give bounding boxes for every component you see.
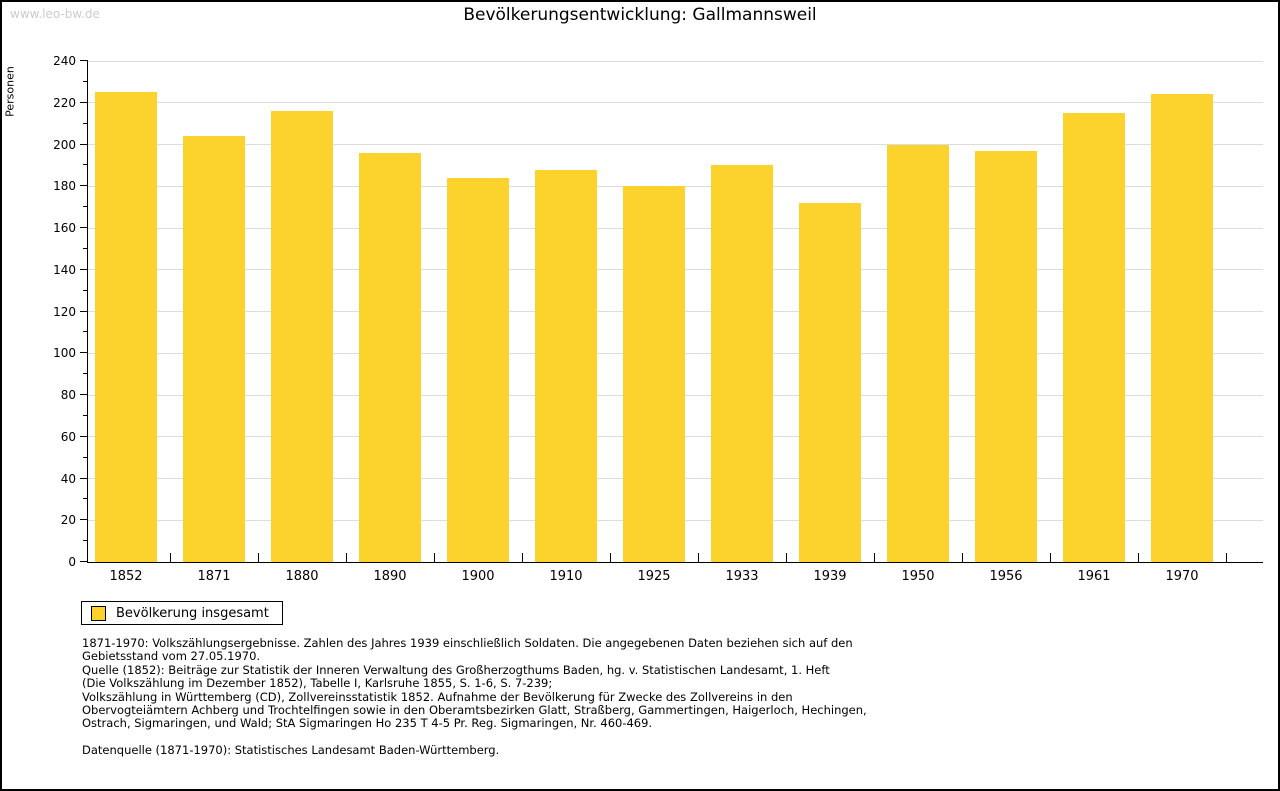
x-tick-9 (961, 553, 963, 562)
plot-area: 0 20 40 60 80 100 120 140 160 180 200 220 240 1852 187… (53, 54, 1263, 584)
x-tick-label-1933: 1933 (725, 569, 759, 584)
y-tick-label-100: 100 (53, 346, 76, 361)
x-tick-0 (169, 553, 171, 562)
y-tick-200 (80, 143, 88, 145)
y-tick-170 (83, 206, 88, 208)
note-line-6: Ostrach, Sigmaringen, und Wald; StA Sigm… (82, 716, 653, 731)
y-tick-210 (83, 122, 88, 124)
y-tick-40 (80, 477, 88, 479)
y-tick-100 (80, 352, 88, 354)
x-tick-label-1852: 1852 (109, 569, 143, 584)
note-line-8: Datenquelle (1871-1970): Statistisches L… (82, 743, 500, 758)
y-tick-label-220: 220 (53, 95, 76, 110)
y-axis-title: Personen (3, 66, 17, 117)
note-line-0: 1871-1970: Volkszählungsergebnisse. Zahl… (82, 636, 853, 650)
y-tick-label-160: 160 (53, 221, 76, 235)
x-tick-5 (609, 553, 611, 562)
y-tick-30 (83, 498, 88, 500)
bar-1910 (535, 169, 597, 562)
note-line-3: (Die Volkszählung im Dezember 1852), Tab… (82, 676, 553, 691)
watermark: www.leo-bw.de (10, 7, 100, 21)
x-tick-10 (1049, 553, 1051, 562)
legend-box: Bevölkerung insgesamt (81, 601, 283, 625)
bar-1871 (183, 136, 245, 562)
y-tick-60 (80, 435, 88, 437)
x-tick-label-1871: 1871 (197, 569, 231, 584)
bar-1880 (271, 111, 333, 562)
x-tick-label-1900: 1900 (461, 569, 495, 584)
bar-1890 (359, 152, 421, 562)
y-tick-180 (80, 185, 88, 187)
y-tick-label-240: 240 (53, 54, 76, 68)
note-line-4: Volkszählung in Württemberg (CD), Zollve… (82, 689, 793, 704)
y-tick-20 (80, 519, 88, 521)
x-tick-2 (345, 553, 347, 562)
gridline-220 (88, 102, 1263, 104)
page-title: Bevölkerungsentwicklung: Gallmannsweil (463, 5, 817, 25)
y-tick-90 (83, 373, 88, 375)
bar-1956 (975, 150, 1037, 562)
x-tick-6 (697, 553, 699, 562)
legend-label: Bevölkerung insgesamt (116, 605, 269, 621)
x-tick-12 (1225, 553, 1227, 562)
y-tick-label-180: 180 (53, 179, 76, 194)
x-tick-3 (433, 553, 435, 562)
bar-1961 (1063, 113, 1125, 562)
y-tick-150 (83, 247, 88, 249)
x-tick-label-1890: 1890 (373, 569, 407, 584)
y-tick-160 (80, 227, 88, 228)
y-tick-230 (83, 80, 88, 82)
y-tick-220 (80, 101, 88, 103)
y-tick-label-200: 200 (53, 137, 76, 152)
y-tick-label-80: 80 (60, 388, 76, 402)
source-notes: 1871-1970: Volkszählungsergebnisse. Zahl… (82, 636, 902, 758)
bar-1970 (1151, 94, 1213, 562)
y-tick-label-140: 140 (53, 262, 76, 277)
y-tick-50 (83, 456, 88, 458)
y-tick-70 (83, 414, 88, 416)
x-tick-label-1950: 1950 (901, 569, 935, 584)
x-tick-11 (1137, 553, 1139, 562)
y-tick-240 (80, 60, 88, 61)
gridline-240 (88, 60, 1263, 62)
y-tick-label-120: 120 (53, 304, 76, 319)
x-tick-label-1939: 1939 (813, 569, 847, 584)
y-tick-label-60: 60 (60, 429, 76, 444)
bar-1900 (447, 177, 509, 562)
x-tick-label-1880: 1880 (285, 569, 319, 584)
legend-swatch-icon (91, 605, 106, 621)
bar-1950 (887, 144, 949, 562)
note-line-2: Quelle (1852): Beiträge zur Statistik de… (82, 662, 830, 677)
x-tick-4 (521, 553, 523, 562)
gridline-200 (88, 144, 1263, 145)
y-tick-label-0: 0 (68, 555, 76, 569)
x-tick-label-1970: 1970 (1165, 569, 1199, 584)
y-tick-130 (83, 289, 88, 291)
bar-1939 (799, 202, 861, 562)
y-tick-10 (83, 540, 88, 542)
x-tick-7 (785, 553, 787, 562)
note-line-5: Obervogteiämtern Achberg und Trochtelfin… (82, 703, 867, 718)
bar-1925 (623, 186, 685, 562)
y-tick-140 (80, 268, 88, 270)
x-tick-8 (873, 553, 875, 562)
y-tick-80 (80, 394, 88, 395)
note-line-1: Gebietsstand vom 27.05.1970. (82, 649, 261, 664)
bar-1852 (95, 92, 157, 562)
x-tick-label-1956: 1956 (989, 569, 1023, 584)
y-tick-110 (83, 331, 88, 333)
y-tick-0 (80, 561, 88, 562)
x-tick-label-1961: 1961 (1077, 569, 1111, 584)
y-tick-190 (83, 164, 88, 166)
y-tick-120 (80, 310, 88, 312)
x-tick-label-1910: 1910 (549, 569, 583, 584)
note-line-7 (82, 731, 902, 744)
y-tick-label-20: 20 (60, 513, 76, 528)
bar-1933 (711, 165, 773, 562)
x-tick-1 (257, 553, 259, 562)
x-tick-label-1925: 1925 (637, 569, 671, 584)
y-tick-label-40: 40 (60, 471, 76, 486)
